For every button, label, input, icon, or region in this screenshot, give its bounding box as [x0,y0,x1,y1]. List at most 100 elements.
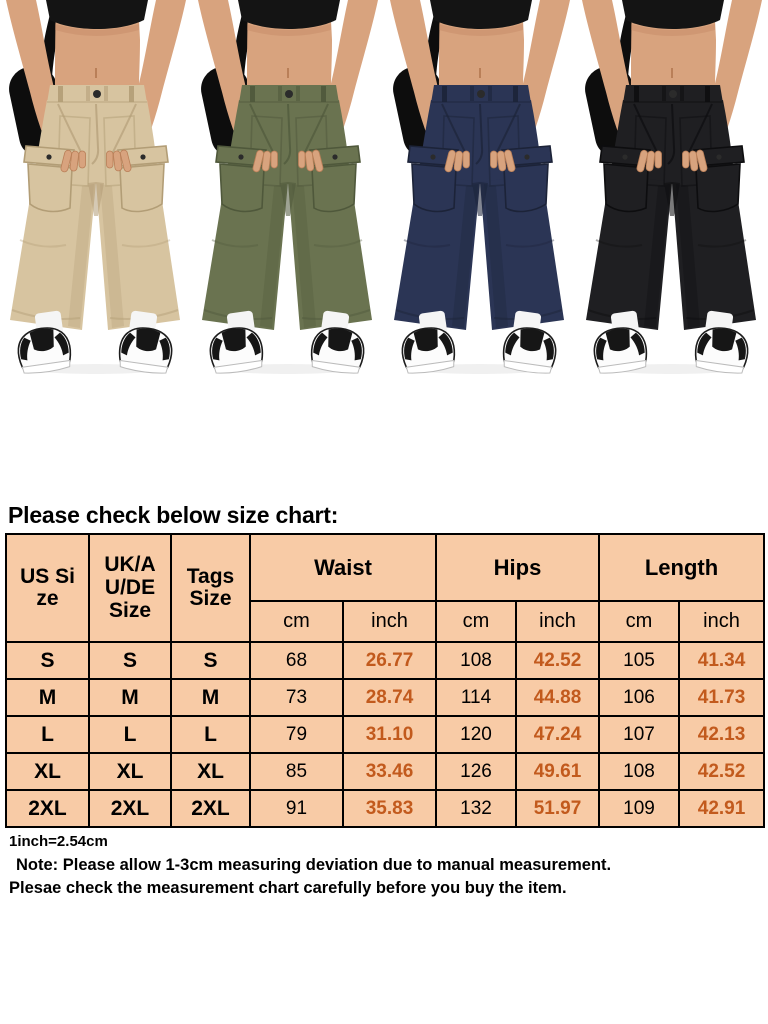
length-inch-cell: 41.34 [678,641,766,681]
pant-leg-left [586,174,672,330]
us-size-cell: M [5,678,90,718]
pant-leg-right [480,174,564,330]
hips-cm-cell: 114 [435,678,518,718]
length-cm-cell: 107 [598,715,681,755]
belt-loop [488,86,492,101]
pant-leg-right [96,174,180,330]
hips-cm-cell: 120 [435,715,518,755]
cargo-pocket-left [23,145,75,213]
waist-inch-header: inch [341,600,438,644]
sneaker-left [593,327,648,374]
crop-top [430,0,532,29]
product-photo-black [576,0,768,376]
waist-cm-header: cm [249,600,344,644]
tags-size-cell: M [170,678,251,718]
pant-leg-left [10,174,96,330]
belt-loop [513,86,518,102]
hips-header: Hips [435,533,601,603]
cargo-pocket-right [693,145,745,213]
us-size-cell: XL [5,752,90,792]
waist-inch-cell: 31.10 [341,715,438,755]
us-size-cell: 2XL [5,789,90,829]
fly-stitch [475,103,484,165]
tags-size-cell: S [170,641,251,681]
waist-header: Waist [248,533,438,603]
uk-size-cell: M [88,678,172,718]
waist-button [93,90,101,98]
length-cm-cell: 109 [598,789,681,829]
belt-loop [250,86,255,102]
belt-loop [321,86,326,102]
waist-cm-cell: 79 [249,715,344,755]
pant-leg-right [288,174,372,330]
belt-loop [296,86,300,101]
length-cm-cell: 106 [598,678,681,718]
size-chart-table: US Size UK/AU/DE Size Tags Size Waist Hi… [5,533,766,829]
fly-stitch [91,103,100,165]
fly-stitch [283,103,292,165]
model-hands [252,149,324,173]
hips-cm-cell: 108 [435,641,518,681]
tags-size-cell: L [170,715,251,755]
length-cm-header: cm [598,600,681,644]
waist-cm-cell: 73 [249,678,344,718]
belt-loop [662,86,666,101]
length-inch-header: inch [678,600,766,644]
length-inch-cell: 41.73 [678,678,766,718]
belt-loop [86,86,90,101]
uk-size-cell: 2XL [88,789,172,829]
size-chart-section: Please check below size chart: US Size U… [0,502,768,898]
sneaker-left [209,327,264,374]
tags-size-cell: XL [170,752,251,792]
belt-loop [58,86,63,102]
waist-inch-cell: 35.83 [341,789,438,829]
cargo-pocket-right [309,145,361,213]
belt-loop [104,86,108,101]
waist-inch-cell: 28.74 [341,678,438,718]
waist-inch-cell: 33.46 [341,752,438,792]
size-chart-row: L L L 79 31.10 120 47.24 107 42.13 [5,715,766,755]
size-chart-title: Please check below size chart: [8,502,339,528]
sneaker-right [118,327,173,374]
cargo-pocket-right [117,145,169,213]
product-photo-army-green [192,0,384,376]
pant-leg-right [672,174,756,330]
length-inch-cell: 42.52 [678,752,766,792]
crop-top [622,0,724,29]
waist-button [285,90,293,98]
model-hands [636,149,708,173]
inch-cm-equivalence-note: 1inch=2.54cm [9,833,108,851]
sneaker-right [694,327,749,374]
hips-inch-cell: 51.97 [515,789,601,829]
hips-cm-cell: 132 [435,789,518,829]
belt-loop [470,86,474,101]
belt-loop [278,86,282,101]
hips-inch-header: inch [515,600,601,644]
cargo-pants [10,85,180,330]
hips-cm-header: cm [435,600,518,644]
uk-size-cell: S [88,641,172,681]
length-cm-cell: 105 [598,641,681,681]
cargo-pocket-left [599,145,651,213]
uk-size-cell: XL [88,752,172,792]
size-chart-row: XL XL XL 85 33.46 126 49.61 108 42.52 [5,752,766,792]
length-cm-cell: 108 [598,752,681,792]
cargo-pocket-right [501,145,553,213]
us-size-cell: S [5,641,90,681]
us-size-header: US Size [5,533,90,644]
hips-inch-cell: 47.24 [515,715,601,755]
sneaker-left [401,327,456,374]
pant-leg-left [202,174,288,330]
tags-size-header: Tags Size [170,533,251,644]
model-hands [60,149,132,173]
belt-loop [634,86,639,102]
waist-cm-cell: 85 [249,752,344,792]
product-photo-strip [0,0,768,376]
model-hands [444,149,516,173]
belt-loop [680,86,684,101]
belt-loop [705,86,710,102]
hips-inch-cell: 42.52 [515,641,601,681]
length-inch-cell: 42.91 [678,789,766,829]
waist-cm-cell: 68 [249,641,344,681]
